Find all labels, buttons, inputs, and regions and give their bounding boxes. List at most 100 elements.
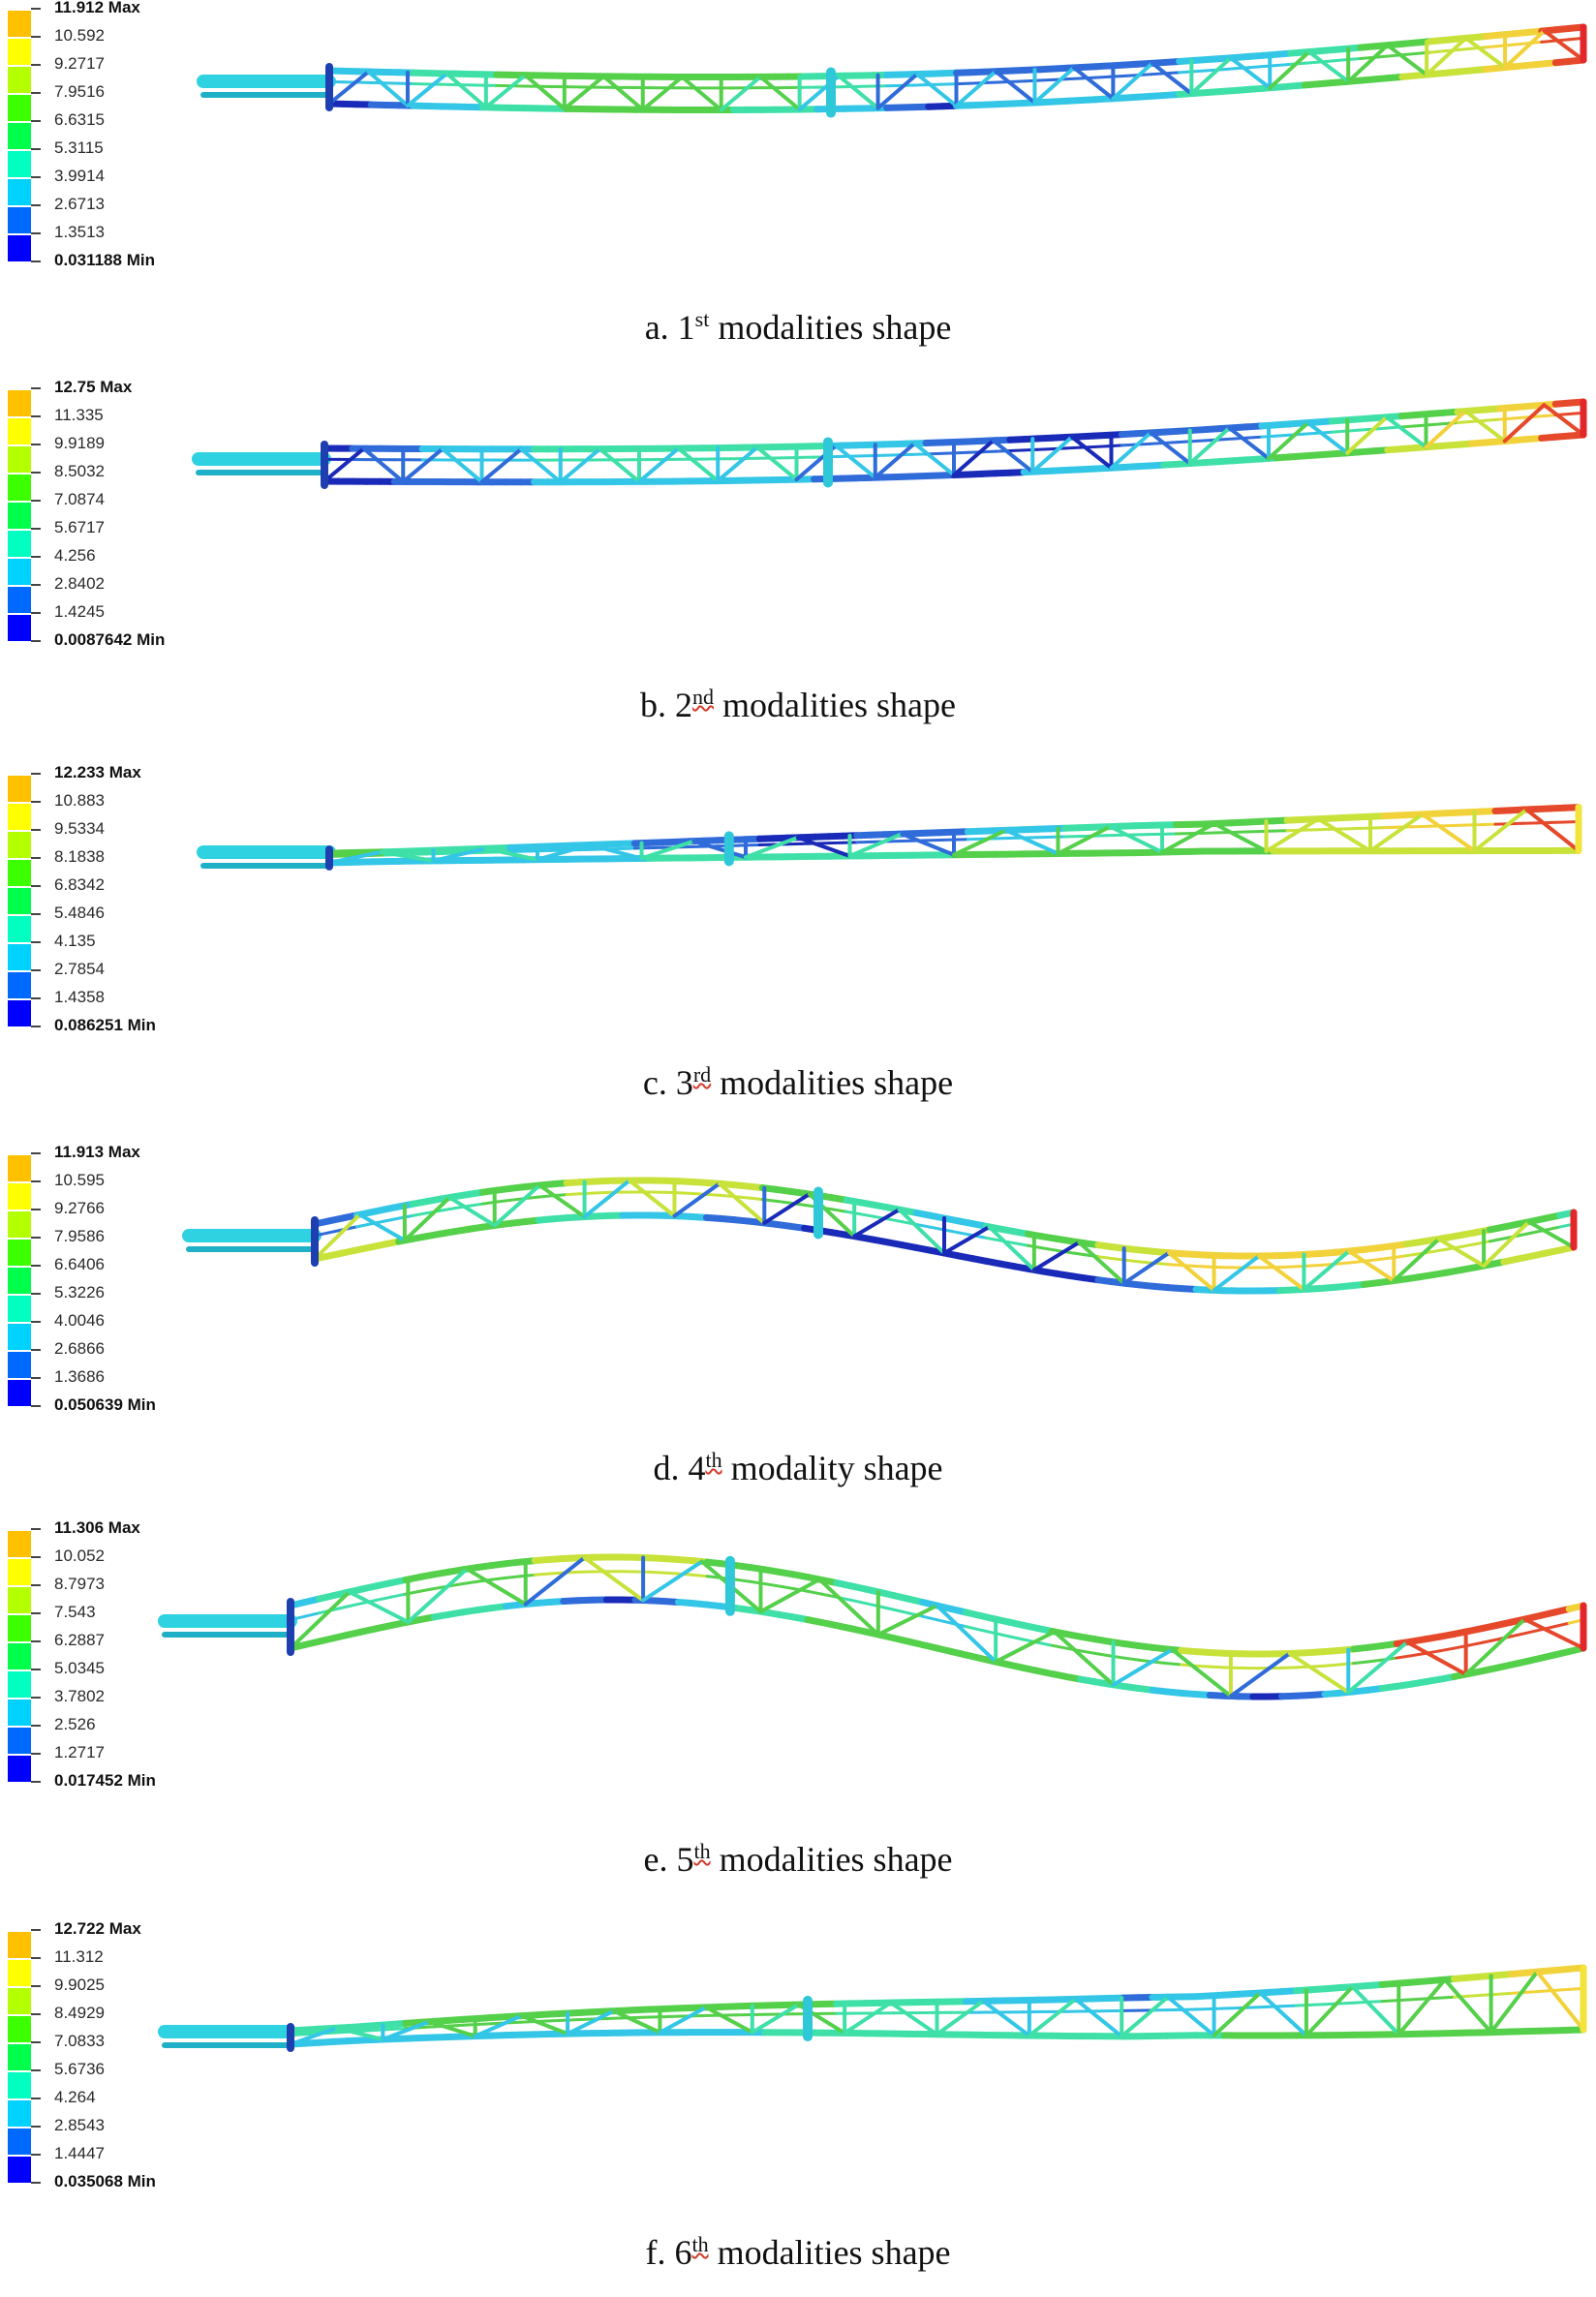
caption-prefix: d. 4	[653, 1449, 705, 1487]
truss-diagonal	[643, 77, 682, 109]
truss-diagonal	[446, 74, 485, 107]
mid-chord-segment	[477, 2024, 492, 2025]
legend-tick	[31, 1556, 41, 1558]
truss-diagonal	[1537, 1972, 1583, 2030]
legend-entry: 2.6713	[8, 204, 221, 232]
legend-tick	[31, 120, 41, 122]
legend-tick	[31, 885, 41, 887]
mid-chord-segment	[564, 2020, 578, 2021]
legend-value: 1.4245	[54, 602, 105, 622]
mid-chord-segment	[749, 1198, 762, 1200]
legend-value: 2.6866	[54, 1339, 105, 1359]
legend-color-swatch	[8, 1531, 31, 1557]
caption-text: modalities shape	[720, 1840, 953, 1879]
legend-entry: 2.8402	[8, 584, 221, 612]
legend-value: 4.264	[54, 2088, 96, 2107]
mode-shape-caption: d. 4th modality shape	[0, 1449, 1596, 1487]
mid-chord-segment	[1098, 1257, 1112, 1259]
mid-chord-segment	[535, 1574, 549, 1575]
truss-diagonal	[467, 1569, 526, 1604]
legend-color-swatch	[8, 2044, 31, 2070]
legend-tick	[31, 997, 41, 999]
legend-color-swatch	[8, 1183, 31, 1210]
legend-color-swatch	[8, 67, 31, 93]
truss-diagonal	[1114, 1649, 1173, 1684]
legend-tick	[31, 2126, 41, 2128]
legend-entry: 11.912 Max	[8, 8, 221, 36]
mid-chord-segment	[377, 1597, 391, 1600]
legend-tick	[31, 472, 41, 474]
legend-entry: 7.0874	[8, 500, 221, 528]
mid-chord-segment	[1167, 1664, 1182, 1665]
legend-value: 10.052	[54, 1547, 105, 1566]
legend-value: 11.306 Max	[54, 1518, 140, 1538]
legend-color-swatch	[8, 2072, 31, 2098]
truss-diagonal	[521, 449, 561, 482]
legend-color-swatch	[8, 2100, 31, 2127]
legend-color-swatch	[8, 123, 31, 149]
legend-entry: 0.050639 Min	[8, 1405, 221, 1433]
legend-color-swatch	[8, 776, 31, 802]
legend-color-swatch	[8, 2016, 31, 2042]
truss-diagonal	[486, 76, 525, 107]
legend-color-swatch	[8, 615, 31, 641]
legend-value: 6.6406	[54, 1255, 105, 1274]
mid-chord-segment	[1382, 2001, 1396, 2002]
legend-color-swatch	[8, 1296, 31, 1322]
legend-value: 11.312	[54, 1947, 104, 1967]
legend-color-swatch	[8, 95, 31, 121]
truss-diagonal	[1032, 437, 1072, 472]
legend-tick	[31, 148, 41, 150]
legend-tick	[31, 1584, 41, 1586]
legend-color-swatch	[8, 1700, 31, 1726]
legend-color-swatch	[8, 446, 31, 473]
legend-tick	[31, 584, 41, 586]
mid-chord-segment	[448, 2025, 463, 2026]
legend-tick	[31, 36, 41, 38]
mid-chord-segment	[1526, 1630, 1541, 1633]
legend-entry: 11.312	[8, 1957, 221, 1985]
mid-chord-segment	[986, 1238, 999, 1240]
mid-chord-segment	[1093, 446, 1107, 447]
mid-chord-segment	[413, 1213, 426, 1216]
mid-chord-segment	[779, 1586, 793, 1589]
mid-chord-segment	[980, 1630, 995, 1633]
truss-diagonal	[994, 441, 1033, 472]
mid-chord-segment	[1052, 1645, 1066, 1648]
legend-value: 9.2766	[54, 1199, 105, 1218]
mid-chord-segment	[832, 1210, 845, 1211]
mid-chord-segment	[362, 2030, 377, 2031]
mid-chord-segment	[1304, 62, 1318, 63]
mid-chord-segment	[1280, 1267, 1294, 1268]
truss-deformation-plot	[0, 1528, 1596, 1819]
mid-chord-segment	[1554, 1989, 1569, 1990]
mode-shape-caption: c. 3rd modalities shape	[0, 1063, 1596, 1102]
legend-value: 4.256	[54, 546, 96, 566]
mid-chord-segment	[1168, 1265, 1182, 1266]
mid-chord-segment	[1009, 1637, 1024, 1639]
legend-color-swatch	[8, 1380, 31, 1406]
legend-tick	[31, 1669, 41, 1670]
legend-color-swatch	[8, 1932, 31, 1958]
mid-chord-segment	[1339, 2003, 1354, 2004]
legend-tick	[31, 2013, 41, 2015]
legend-value: 0.086251 Min	[54, 1016, 156, 1035]
mid-chord-segment	[1468, 1642, 1483, 1645]
mid-chord-segment	[595, 1192, 608, 1193]
legend-entry: 9.5334	[8, 829, 221, 857]
legend-entry: 10.595	[8, 1180, 221, 1209]
legend-entry: 11.306 Max	[8, 1528, 221, 1556]
legend-entry: 7.543	[8, 1612, 221, 1640]
legend-entry: 9.2717	[8, 64, 221, 92]
legend-entry: 5.0345	[8, 1669, 221, 1697]
legend-color-swatch	[8, 832, 31, 858]
legend-color-swatch	[8, 418, 31, 444]
legend-value: 8.7973	[54, 1575, 105, 1594]
mid-chord-segment	[1542, 41, 1555, 42]
legend-entry: 0.031188 Min	[8, 260, 221, 289]
legend-color-swatch	[8, 1559, 31, 1585]
legend-color-swatch	[8, 2129, 31, 2155]
truss-diagonal	[1309, 52, 1348, 82]
legend-color-swatch	[8, 1671, 31, 1698]
